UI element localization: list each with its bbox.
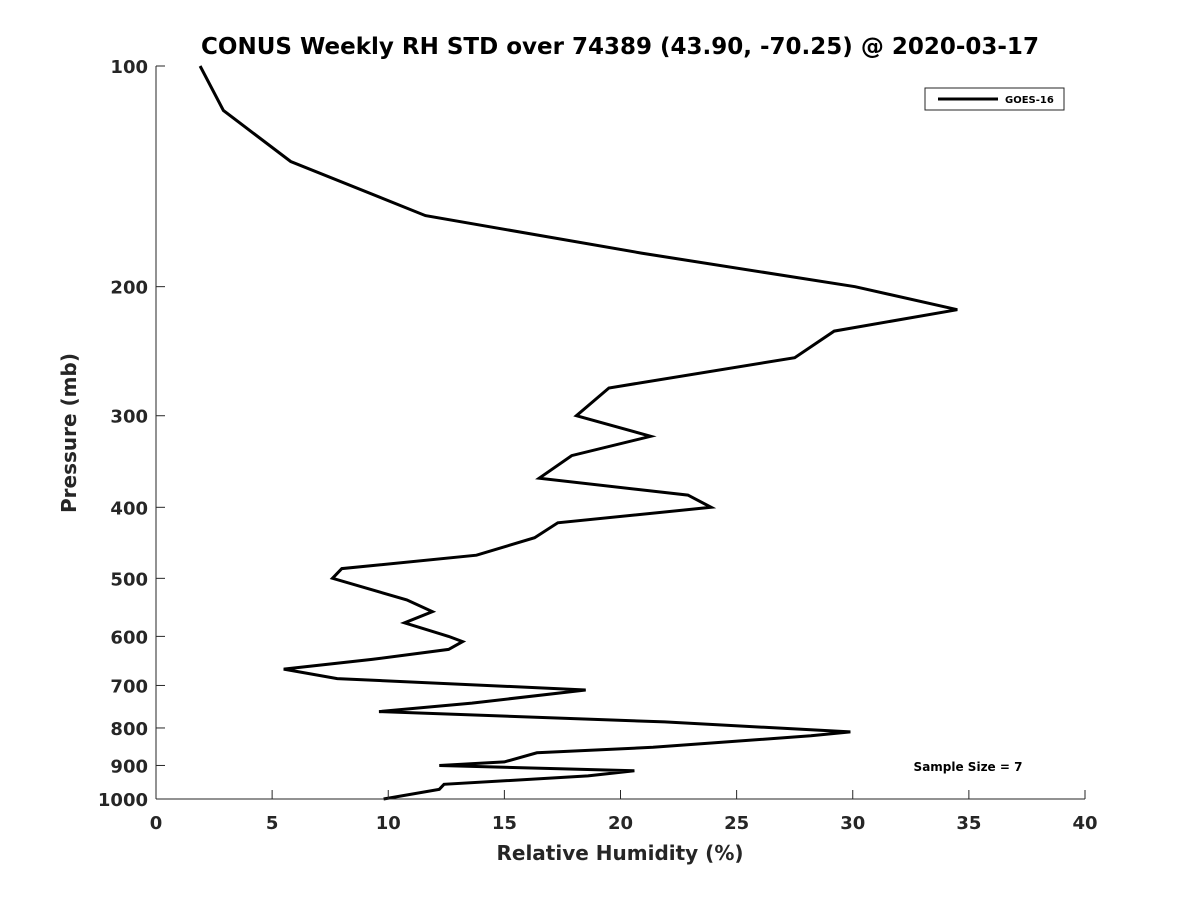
axes-background (156, 66, 1085, 799)
x-tick-label: 0 (150, 813, 163, 834)
sample-size-annotation: Sample Size = 7 (914, 760, 1023, 774)
y-tick-label: 200 (110, 278, 148, 299)
x-tick-label: 40 (1072, 813, 1097, 834)
x-tick-label: 30 (840, 813, 865, 834)
x-tick-label: 20 (608, 813, 633, 834)
x-axis-ticks: 0 5 10 15 20 25 30 35 40 (150, 790, 1098, 834)
y-tick-label: 300 (110, 407, 148, 428)
x-tick-label: 25 (724, 813, 749, 834)
y-tick-label: 700 (110, 676, 148, 697)
y-tick-label: 800 (110, 719, 148, 740)
y-tick-label: 600 (110, 627, 148, 648)
y-axis-ticks: 100 200 300 400 500 600 700 800 900 1000 (98, 57, 165, 811)
series-line-goes-16 (198, 65, 958, 801)
legend: GOES-16 (924, 87, 1065, 111)
legend-entry-goes-16: GOES-16 (1005, 95, 1054, 106)
y-tick-label: 900 (110, 756, 148, 777)
x-tick-label: 5 (266, 813, 279, 834)
x-tick-label: 15 (492, 813, 517, 834)
x-tick-label: 10 (376, 813, 401, 834)
chart-title: CONUS Weekly RH STD over 74389 (43.90, -… (201, 34, 1039, 60)
y-axis-label: Pressure (mb) (57, 353, 81, 513)
x-axis-label: Relative Humidity (%) (496, 841, 743, 865)
y-tick-label: 1000 (98, 790, 148, 811)
y-tick-label: 100 (110, 57, 148, 78)
y-tick-label: 400 (110, 498, 148, 519)
y-tick-label: 500 (110, 569, 148, 590)
x-tick-label: 35 (956, 813, 981, 834)
plot-area (155, 65, 1085, 801)
